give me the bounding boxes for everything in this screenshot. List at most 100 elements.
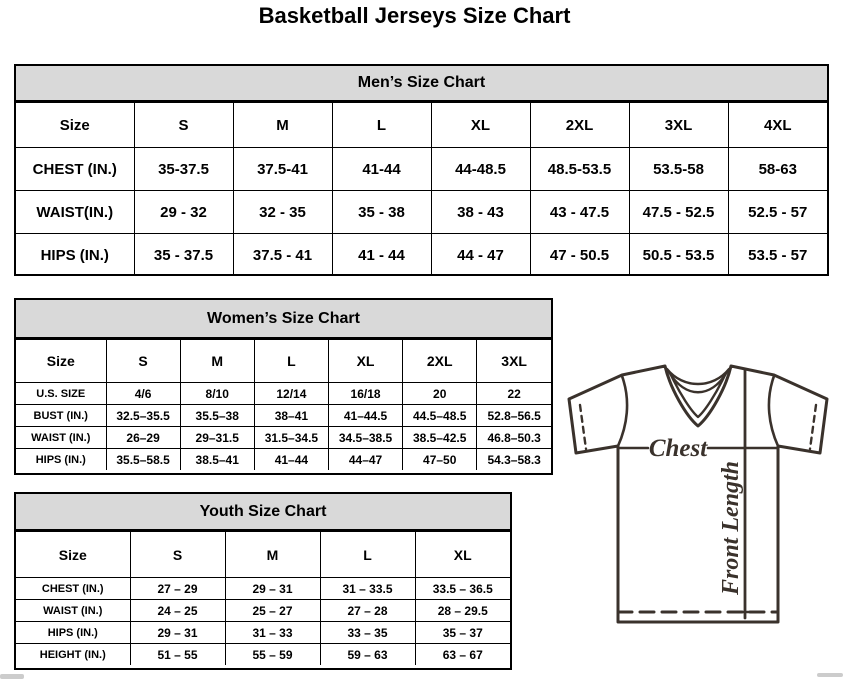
youth-row-label: HIPS (IN.): [16, 621, 131, 644]
women-value-cell: 41–44: [253, 448, 329, 470]
youth-table-row: HIPS (IN.) 29 – 31 31 – 33 33 – 35 35 – 37: [16, 621, 510, 644]
women-value-cell: 44.5–48.5: [402, 404, 478, 427]
men-value-cell: 43 - 47.5: [529, 190, 630, 234]
women-value-cell: 54.3–58.3: [476, 448, 551, 470]
youth-column-header: XL: [414, 531, 510, 578]
youth-value-cell: 55 – 59: [224, 643, 321, 665]
women-value-cell: 34.5–38.5: [327, 426, 404, 449]
men-size-label: Size: [16, 102, 135, 148]
youth-value-cell: 27 – 29: [129, 577, 226, 600]
youth-value-cell: 28 – 29.5: [414, 599, 510, 622]
jersey-diagram-svg: Chest Front Length: [567, 364, 829, 624]
women-size-label: Size: [16, 339, 107, 383]
men-value-cell: 52.5 - 57: [727, 190, 827, 234]
women-value-cell: 35.5–38: [179, 404, 255, 427]
women-value-cell: 52.8–56.5: [476, 404, 551, 427]
men-column-header-row: Size S M L XL 2XL 3XL 4XL: [16, 102, 827, 148]
youth-value-cell: 29 – 31: [224, 577, 321, 600]
women-value-cell: 16/18: [327, 382, 404, 405]
right-cuff-dashed-line: [808, 403, 818, 451]
womens-size-table: Size S M L XL 2XL 3XL U.S. SIZE 4/6 8/10 12/14 16/1…: [16, 339, 551, 470]
women-column-header: M: [179, 339, 255, 383]
youth-column-header: M: [224, 531, 321, 578]
men-column-header: 4XL: [727, 102, 827, 148]
men-value-cell: 29 - 32: [133, 190, 234, 234]
youth-value-cell: 27 – 28: [319, 599, 416, 622]
youth-value-cell: 25 – 27: [224, 599, 321, 622]
women-value-cell: 32.5–35.5: [105, 404, 181, 427]
women-column-header: 3XL: [476, 339, 551, 383]
jersey-measurement-diagram: Chest Front Length: [558, 356, 842, 628]
men-row-label: HIPS (IN.): [16, 233, 135, 276]
youth-value-cell: 24 – 25: [129, 599, 226, 622]
youth-value-cell: 31 – 33.5: [319, 577, 416, 600]
women-value-cell: 35.5–58.5: [105, 448, 181, 470]
horizontal-scrollbar-fragment-right[interactable]: [817, 673, 843, 677]
youth-table-row: WAIST (IN.) 24 – 25 25 – 27 27 – 28 28 – 29.…: [16, 599, 510, 622]
women-row-label: HIPS (IN.): [16, 448, 107, 470]
collar-inner-v: [669, 373, 727, 419]
women-table-row: BUST (IN.) 32.5–35.5 35.5–38 38–41 41–44.5 44…: [16, 404, 551, 427]
women-value-cell: 38.5–42.5: [402, 426, 478, 449]
women-value-cell: 47–50: [402, 448, 478, 470]
youth-value-cell: 51 – 55: [129, 643, 226, 665]
men-value-cell: 53.5-58: [628, 147, 729, 191]
youth-row-label: WAIST (IN.): [16, 599, 131, 622]
page-title: Basketball Jerseys Size Chart: [258, 3, 571, 28]
women-value-cell: 38.5–41: [179, 448, 255, 470]
women-table-row: HIPS (IN.) 35.5–58.5 38.5–41 41–44 44–47 47–5…: [16, 448, 551, 470]
women-value-cell: 26–29: [105, 426, 181, 449]
women-value-cell: 29–31.5: [179, 426, 255, 449]
women-value-cell: 12/14: [253, 382, 329, 405]
men-value-cell: 35-37.5: [133, 147, 234, 191]
women-value-cell: 41–44.5: [327, 404, 404, 427]
womens-size-chart: Women’s Size Chart Size S M L XL 2XL 3XL U.S. S…: [14, 298, 553, 475]
women-row-label: BUST (IN.): [16, 404, 107, 427]
men-value-cell: 37.5-41: [232, 147, 333, 191]
youth-value-cell: 33.5 – 36.5: [414, 577, 510, 600]
youth-value-cell: 35 – 37: [414, 621, 510, 644]
youth-value-cell: 29 – 31: [129, 621, 226, 644]
youth-value-cell: 63 – 67: [414, 643, 510, 665]
women-value-cell: 8/10: [179, 382, 255, 405]
youth-value-cell: 31 – 33: [224, 621, 321, 644]
men-column-header: 2XL: [529, 102, 630, 148]
women-column-header: 2XL: [402, 339, 478, 383]
collar-band-line: [665, 367, 731, 386]
youth-table-row: CHEST (IN.) 27 – 29 29 – 31 31 – 33.5 33.5 –…: [16, 577, 510, 600]
men-value-cell: 35 - 38: [331, 190, 432, 234]
left-armhole-seam: [616, 374, 629, 448]
youth-size-label: Size: [16, 531, 131, 578]
men-row-label: WAIST(IN.): [16, 190, 135, 234]
right-armhole-seam: [767, 374, 780, 448]
men-value-cell: 32 - 35: [232, 190, 333, 234]
men-value-cell: 35 - 37.5: [133, 233, 234, 276]
youth-column-header: S: [129, 531, 226, 578]
men-value-cell: 48.5-53.5: [529, 147, 630, 191]
women-column-header: L: [253, 339, 329, 383]
women-column-header-row: Size S M L XL 2XL 3XL: [16, 339, 551, 383]
women-value-cell: 20: [402, 382, 478, 405]
men-column-header: XL: [430, 102, 531, 148]
men-value-cell: 47.5 - 52.5: [628, 190, 729, 234]
men-column-header: S: [133, 102, 234, 148]
men-row-label: CHEST (IN.): [16, 147, 135, 191]
women-value-cell: 22: [476, 382, 551, 405]
women-value-cell: 38–41: [253, 404, 329, 427]
women-column-header: XL: [327, 339, 404, 383]
men-value-cell: 41-44: [331, 147, 432, 191]
women-value-cell: 46.8–50.3: [476, 426, 551, 449]
women-value-cell: 31.5–34.5: [253, 426, 329, 449]
youth-table-row: HEIGHT (IN.) 51 – 55 55 – 59 59 – 63 63 – 67: [16, 643, 510, 665]
youth-value-cell: 59 – 63: [319, 643, 416, 665]
men-value-cell: 50.5 - 53.5: [628, 233, 729, 276]
men-value-cell: 41 - 44: [331, 233, 432, 276]
men-table-row: HIPS (IN.) 35 - 37.5 37.5 - 41 41 - 44 44 - …: [16, 233, 827, 276]
women-value-cell: 4/6: [105, 382, 181, 405]
men-value-cell: 47 - 50.5: [529, 233, 630, 276]
youth-column-header: L: [319, 531, 416, 578]
horizontal-scrollbar-fragment-left[interactable]: [0, 674, 24, 679]
women-column-header: S: [105, 339, 181, 383]
mens-size-table: Size S M L XL 2XL 3XL 4XL CHEST (IN.) 35-37.5 37.5…: [16, 102, 827, 276]
women-table-row: U.S. SIZE 4/6 8/10 12/14 16/18 20 22: [16, 382, 551, 405]
